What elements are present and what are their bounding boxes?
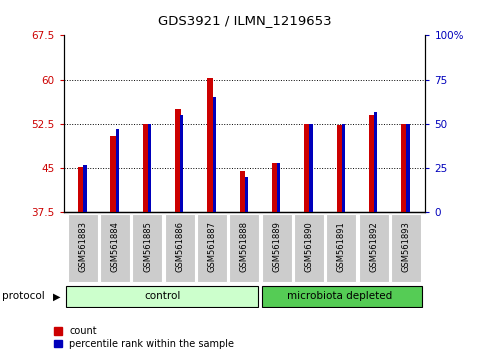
Bar bbox=[78, 167, 84, 212]
Text: GSM561889: GSM561889 bbox=[272, 221, 281, 272]
Text: GSM561886: GSM561886 bbox=[175, 221, 184, 272]
Bar bbox=[83, 165, 86, 212]
Bar bbox=[368, 115, 374, 212]
Bar bbox=[406, 124, 409, 212]
Bar bbox=[400, 124, 406, 212]
Text: GSM561892: GSM561892 bbox=[368, 221, 377, 272]
Text: GSM561888: GSM561888 bbox=[240, 221, 248, 272]
Bar bbox=[142, 124, 148, 212]
FancyBboxPatch shape bbox=[229, 214, 259, 282]
Bar bbox=[336, 125, 342, 212]
Text: GSM561887: GSM561887 bbox=[207, 221, 216, 272]
Bar bbox=[212, 97, 215, 212]
Bar bbox=[180, 115, 183, 212]
Bar bbox=[341, 124, 344, 212]
FancyBboxPatch shape bbox=[132, 214, 162, 282]
Bar bbox=[239, 171, 245, 212]
Text: ▶: ▶ bbox=[52, 291, 60, 302]
Text: GSM561885: GSM561885 bbox=[143, 221, 152, 272]
Bar bbox=[244, 177, 247, 212]
FancyBboxPatch shape bbox=[197, 214, 226, 282]
Text: GSM561884: GSM561884 bbox=[111, 221, 120, 272]
FancyBboxPatch shape bbox=[390, 214, 420, 282]
Bar bbox=[147, 124, 151, 212]
Text: GSM561883: GSM561883 bbox=[78, 221, 87, 272]
Text: GSM561891: GSM561891 bbox=[336, 221, 345, 272]
Bar bbox=[304, 124, 309, 212]
Bar bbox=[175, 109, 181, 212]
FancyBboxPatch shape bbox=[261, 286, 421, 307]
FancyBboxPatch shape bbox=[100, 214, 130, 282]
Text: protocol: protocol bbox=[2, 291, 45, 302]
Bar bbox=[277, 163, 280, 212]
FancyBboxPatch shape bbox=[164, 214, 194, 282]
Bar bbox=[373, 112, 377, 212]
Bar bbox=[110, 136, 116, 212]
FancyBboxPatch shape bbox=[68, 214, 98, 282]
Bar bbox=[115, 129, 119, 212]
FancyBboxPatch shape bbox=[358, 214, 388, 282]
Text: GSM561890: GSM561890 bbox=[304, 221, 313, 272]
Text: GSM561893: GSM561893 bbox=[401, 221, 410, 272]
Bar bbox=[271, 164, 277, 212]
Text: control: control bbox=[143, 291, 180, 301]
FancyBboxPatch shape bbox=[261, 214, 291, 282]
FancyBboxPatch shape bbox=[325, 214, 356, 282]
Text: microbiota depleted: microbiota depleted bbox=[286, 291, 392, 301]
Bar bbox=[309, 124, 312, 212]
Bar bbox=[207, 79, 213, 212]
FancyBboxPatch shape bbox=[293, 214, 324, 282]
Legend: count, percentile rank within the sample: count, percentile rank within the sample bbox=[54, 326, 234, 349]
Text: GDS3921 / ILMN_1219653: GDS3921 / ILMN_1219653 bbox=[157, 14, 331, 27]
FancyBboxPatch shape bbox=[66, 286, 258, 307]
